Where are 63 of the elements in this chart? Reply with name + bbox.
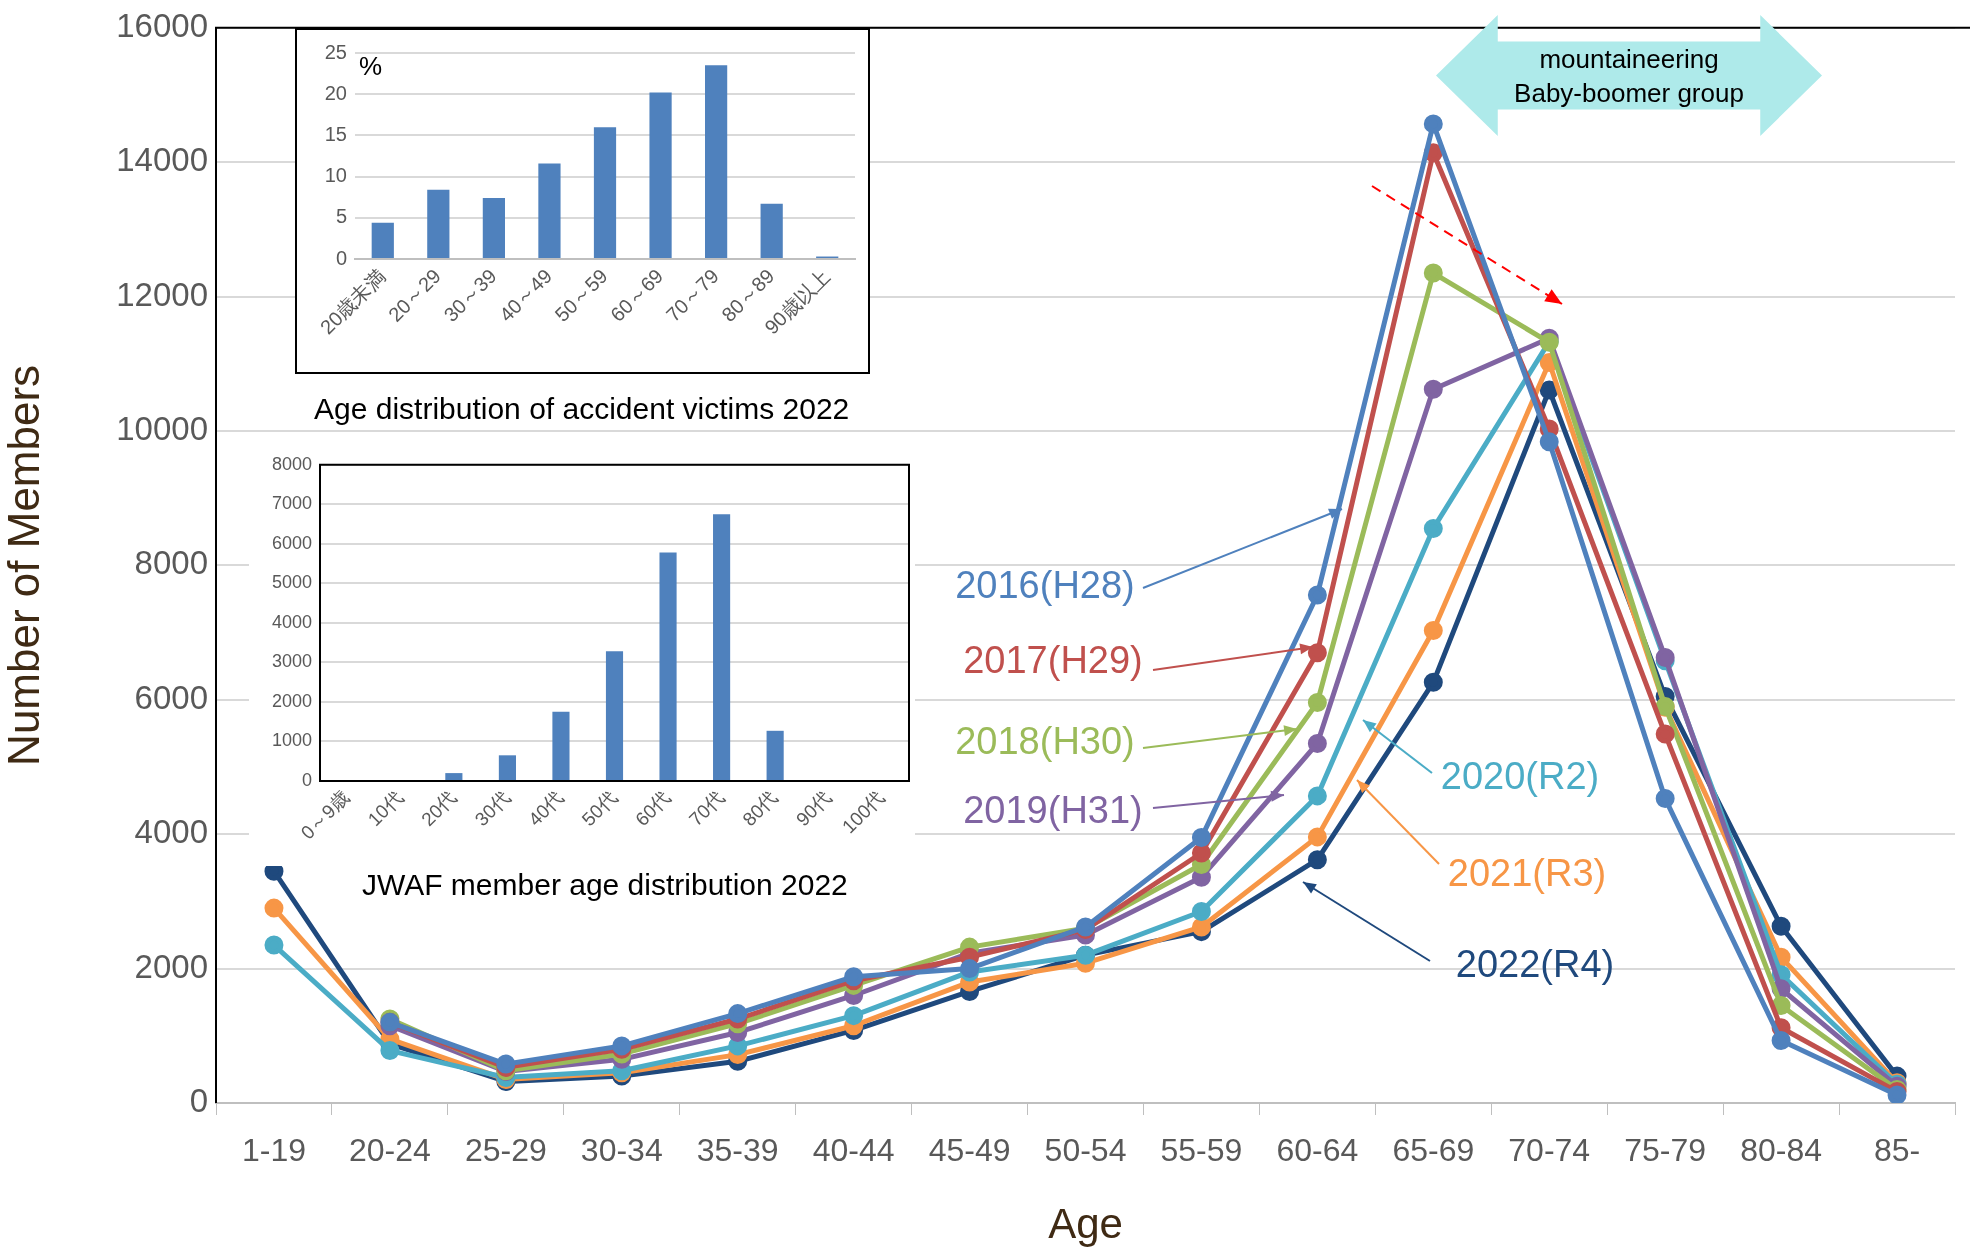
y-axis-title: % — [359, 51, 383, 82]
text: JWAF member age distribution 2022 — [362, 868, 848, 902]
y-tick-label: 10 — [324, 164, 347, 187]
y-tick-label: 2000 — [271, 690, 312, 711]
legend-label: 2019(H31) — [963, 789, 1143, 832]
text: 2021(R3) — [1447, 852, 1607, 895]
x-tick-label: 30代 — [470, 786, 514, 830]
x-tick-label: 30-34 — [580, 1132, 663, 1169]
y-tick-label: 3000 — [271, 651, 312, 672]
y-axis-title: Number of Members — [0, 364, 48, 766]
x-tick-label: 20代 — [417, 786, 461, 830]
y-tick-label: 10000 — [116, 410, 208, 448]
legend-label: 2018(H30) — [955, 720, 1135, 763]
x-tick-label: 90代 — [791, 786, 836, 830]
text: Age distribution of accident victims 2022 — [314, 392, 850, 426]
x-tick-label: 55-59 — [1160, 1132, 1243, 1169]
x-tick-label: 100代 — [838, 786, 889, 838]
y-tick-label: 7000 — [271, 493, 312, 514]
y-tick-label: 6000 — [134, 678, 208, 716]
x-tick-label: 1-19 — [241, 1132, 306, 1169]
y-tick-label: 25 — [324, 40, 347, 63]
x-tick-label: 70-74 — [1508, 1132, 1591, 1169]
x-tick-label: 50～59 — [550, 264, 612, 326]
x-tick-label: 85- — [1873, 1132, 1921, 1169]
y-tick-label: 8000 — [134, 544, 208, 582]
annotation: mountaineering Baby-boomer group — [1513, 42, 1745, 110]
y-tick-label: 8000 — [271, 453, 312, 474]
x-tick-label: 75-79 — [1624, 1132, 1707, 1169]
x-tick-label: 35-39 — [696, 1132, 779, 1169]
x-tick-label: 80代 — [738, 786, 782, 830]
text: 2016(H28) — [955, 564, 1135, 607]
x-tick-label: 20-24 — [348, 1132, 431, 1169]
legend-label: 2017(H29) — [963, 639, 1143, 682]
x-tick-label: 25-29 — [464, 1132, 547, 1169]
text: 2022(R4) — [1455, 943, 1615, 986]
x-tick-label: 30～39 — [439, 264, 501, 326]
y-tick-label: 4000 — [271, 611, 312, 632]
y-tick-label: 15 — [324, 122, 347, 145]
x-tick-label: 60-64 — [1276, 1132, 1359, 1169]
x-tick-label: 70～79 — [661, 264, 723, 326]
y-tick-label: 5 — [335, 205, 347, 228]
x-tick-label: 65-69 — [1392, 1132, 1475, 1169]
x-axis-title: Age — [1048, 1200, 1123, 1248]
y-tick-label: 1000 — [271, 730, 312, 751]
x-tick-label: 40代 — [524, 786, 568, 830]
y-tick-label: 5000 — [271, 572, 312, 593]
y-tick-label: 14000 — [116, 141, 208, 179]
x-tick-label: 60代 — [631, 786, 675, 830]
text: 2020(R2) — [1440, 755, 1600, 798]
y-tick-label: 2000 — [134, 947, 208, 985]
x-tick-label: 45-49 — [928, 1132, 1011, 1169]
y-tick-label: 6000 — [271, 532, 312, 553]
y-tick-label: 20 — [324, 81, 347, 104]
y-tick-label: 0 — [189, 1082, 208, 1120]
x-tick-label: 50代 — [577, 786, 622, 830]
x-tick-label: 40-44 — [812, 1132, 895, 1169]
y-tick-label: 12000 — [116, 275, 208, 313]
x-tick-label: 70代 — [684, 786, 729, 830]
x-tick-label: 50-54 — [1044, 1132, 1127, 1169]
x-tick-label: 10代 — [363, 786, 407, 830]
y-tick-label: 4000 — [134, 813, 208, 851]
x-tick-label: 80-84 — [1740, 1132, 1823, 1169]
y-tick-label: 16000 — [116, 6, 208, 44]
